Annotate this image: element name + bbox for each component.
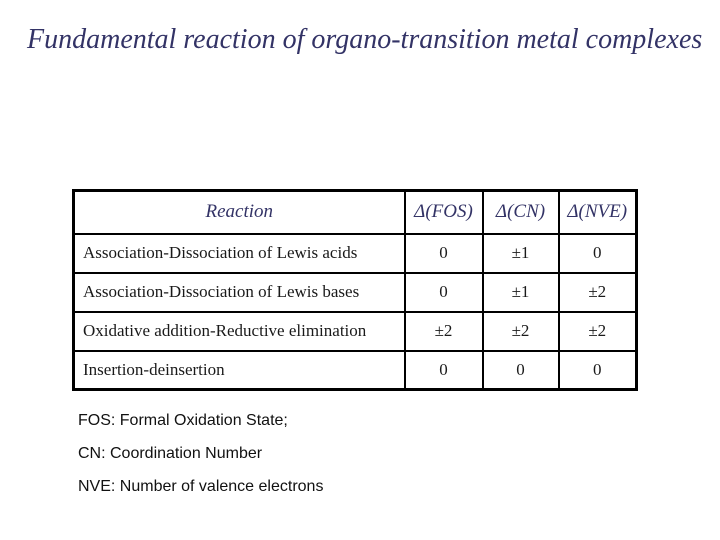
- reaction-summary-table: Reaction Δ(FOS) Δ(CN) Δ(NVE) Association…: [72, 189, 638, 391]
- row-value-cn: ±2: [481, 310, 560, 352]
- row-value-cn: ±1: [481, 271, 560, 313]
- slide-title: Fundamental reaction of organo-transitio…: [27, 24, 703, 55]
- row-label: Association-Dissociation of Lewis acids: [72, 232, 406, 274]
- footnote-cn: CN: Coordination Number: [78, 445, 263, 462]
- footnote-fos: FOS: Formal Oxidation State;: [78, 412, 288, 429]
- row-value-fos: 0: [403, 271, 484, 313]
- row-value-nve: ±2: [557, 271, 638, 313]
- table-row: Association-Dissociation of Lewis bases …: [72, 271, 638, 313]
- row-label: Insertion-deinsertion: [72, 349, 406, 391]
- row-value-fos: ±2: [403, 310, 484, 352]
- table-header-row: Reaction Δ(FOS) Δ(CN) Δ(NVE): [72, 189, 638, 235]
- table-row: Insertion-deinsertion 0 0 0: [72, 349, 638, 391]
- header-reaction: Reaction: [72, 189, 406, 235]
- row-value-cn: ±1: [481, 232, 560, 274]
- row-label: Oxidative addition-Reductive elimination: [72, 310, 406, 352]
- footnotes: FOS: Formal Oxidation State; CN: Coordin…: [78, 412, 323, 511]
- row-value-fos: 0: [403, 232, 484, 274]
- table-row: Association-Dissociation of Lewis acids …: [72, 232, 638, 274]
- table-row: Oxidative addition-Reductive elimination…: [72, 310, 638, 352]
- row-value-cn: 0: [481, 349, 560, 391]
- row-value-fos: 0: [403, 349, 484, 391]
- row-value-nve: ±2: [557, 310, 638, 352]
- row-value-nve: 0: [557, 232, 638, 274]
- row-label: Association-Dissociation of Lewis bases: [72, 271, 406, 313]
- header-delta-cn: Δ(CN): [481, 189, 560, 235]
- header-delta-nve: Δ(NVE): [557, 189, 638, 235]
- header-delta-fos: Δ(FOS): [403, 189, 484, 235]
- row-value-nve: 0: [557, 349, 638, 391]
- footnote-nve: NVE: Number of valence electrons: [78, 478, 324, 495]
